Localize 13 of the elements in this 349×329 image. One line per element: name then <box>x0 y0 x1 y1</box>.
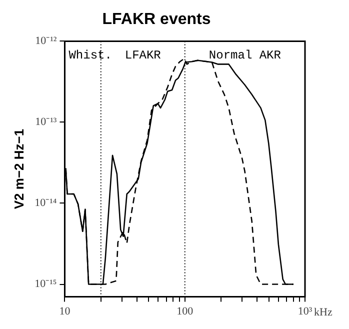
y-tick-label: 10⁻¹⁴ <box>34 197 57 210</box>
y-tick-label: 10⁻¹³ <box>35 116 58 128</box>
chart-title: LFAKR events <box>102 11 211 28</box>
annotation: Whist. <box>68 48 112 62</box>
x-tick-label: 10 <box>59 305 71 318</box>
x-tick-label: 100 <box>176 305 194 318</box>
y-axis-title: V2 m−2 Hz−1 <box>11 128 26 210</box>
x-axis-title: kHz <box>314 306 332 319</box>
annotation: LFAKR <box>124 48 161 62</box>
y-tick-label: 10⁻¹⁵ <box>34 278 57 290</box>
x-tick-label: 10³ <box>298 305 313 318</box>
annotation: Normal AKR <box>208 48 281 62</box>
y-tick-label: 10⁻¹² <box>35 35 58 48</box>
